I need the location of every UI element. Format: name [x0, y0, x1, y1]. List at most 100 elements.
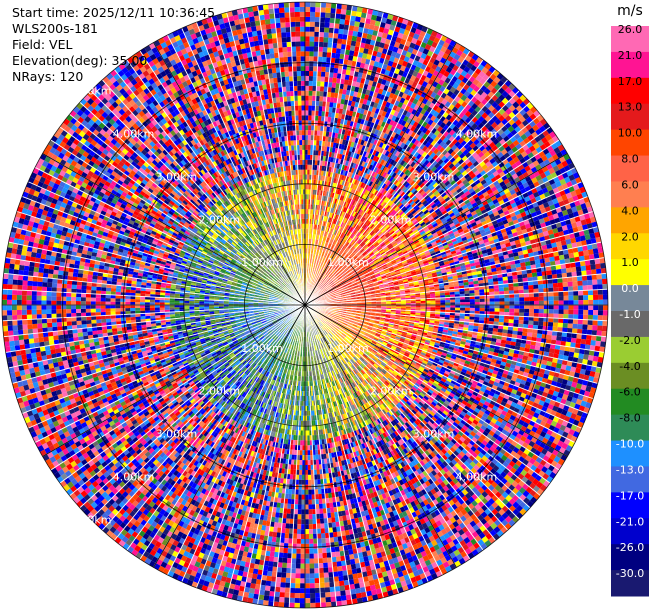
velocity-gate: [310, 219, 313, 225]
velocity-gate: [322, 56, 327, 63]
velocity-gate: [324, 27, 330, 33]
velocity-gate: [328, 166, 332, 173]
velocity-gate: [311, 248, 313, 254]
velocity-gate: [359, 22, 365, 28]
velocity-gate: [363, 23, 370, 29]
velocity-gate: [330, 8, 337, 14]
velocity-gate: [335, 8, 342, 15]
velocity-gate: [305, 71, 310, 76]
velocity-gate: [338, 88, 344, 94]
velocity-gate: [305, 6, 311, 12]
velocity-gate: [324, 71, 330, 78]
velocity-gate: [316, 76, 321, 82]
velocity-gate: [309, 21, 315, 27]
velocity-gate: [308, 115, 312, 121]
ray-separator: [304, 3, 338, 306]
velocity-gate: [317, 115, 322, 121]
velocity-gate: [338, 23, 345, 30]
velocity-gate: [308, 120, 312, 126]
velocity-gate: [356, 56, 363, 63]
velocity-gate: [310, 140, 314, 146]
velocity-gate: [315, 254, 318, 260]
velocity-gate: [305, 164, 308, 170]
velocity-gate: [320, 125, 324, 132]
velocity-gate: [345, 9, 352, 16]
velocity-gate: [330, 92, 335, 98]
velocity-gate: [327, 82, 333, 88]
velocity-gate: [313, 179, 316, 185]
velocity-gate: [305, 159, 308, 165]
velocity-gate: [339, 103, 345, 110]
velocity-gate: [318, 190, 322, 196]
velocity-gate: [320, 120, 325, 127]
velocity-gate: [324, 111, 329, 117]
velocity-gate: [305, 144, 308, 150]
velocity-gate: [328, 191, 332, 198]
velocity-gate: [346, 39, 352, 46]
velocity-gate: [329, 67, 335, 73]
velocity-gate: [316, 130, 321, 136]
velocity-gate: [314, 16, 321, 23]
velocity-gate: [311, 115, 315, 121]
velocity-gate: [311, 204, 314, 210]
velocity-gate: [309, 56, 314, 62]
velocity-gate: [350, 10, 357, 17]
velocity-gate: [307, 159, 311, 165]
velocity-gate: [349, 45, 356, 52]
velocity-gate: [311, 263, 313, 269]
velocity-gate: [324, 216, 328, 222]
velocity-gate: [308, 105, 312, 111]
velocity-gate: [342, 34, 348, 40]
velocity-gate: [315, 2, 321, 8]
velocity-gate: [315, 95, 320, 102]
velocity-gate: [310, 258, 312, 264]
velocity-gate: [305, 31, 310, 37]
velocity-gate: [549, 256, 555, 262]
velocity-gate: [313, 174, 317, 180]
velocity-gate: [316, 86, 321, 92]
velocity-gate: [347, 30, 354, 36]
velocity-gate: [354, 21, 360, 27]
velocity-gate: [316, 209, 319, 215]
velocity-gate: [314, 164, 318, 171]
velocity-gate: [322, 225, 325, 231]
velocity-gate: [310, 253, 313, 259]
velocity-gate: [339, 53, 345, 60]
velocity-gate: [366, 8, 374, 15]
velocity-gate: [327, 86, 332, 93]
velocity-gate: [305, 184, 308, 190]
velocity-gate: [324, 116, 329, 122]
velocity-gate: [311, 273, 313, 279]
velocity-gate: [339, 18, 346, 25]
velocity-gate: [310, 11, 316, 17]
velocity-gate: [312, 95, 316, 101]
velocity-gate: [355, 41, 361, 48]
velocity-gate: [353, 26, 360, 32]
velocity-gate: [314, 169, 317, 175]
velocity-gate: [305, 135, 308, 141]
velocity-gate: [305, 16, 311, 22]
velocity-gate: [314, 36, 320, 42]
velocity-gate: [337, 68, 343, 74]
velocity-gate: [315, 155, 319, 161]
velocity-gate: [319, 17, 326, 23]
velocity-gate: [309, 164, 313, 170]
velocity-gate: [305, 26, 310, 32]
velocity-gate: [554, 255, 560, 261]
velocity-gate: [347, 80, 353, 86]
velocity-gate: [354, 46, 360, 53]
velocity-gate: [310, 268, 313, 274]
velocity-gate: [324, 17, 331, 23]
velocity-gate: [319, 91, 324, 97]
velocity-gate: [323, 211, 327, 217]
velocity-gate: [309, 46, 315, 52]
velocity-gate: [350, 40, 357, 47]
velocity-gate: [326, 57, 331, 63]
velocity-gate: [330, 3, 337, 9]
velocity-gate: [308, 268, 311, 274]
velocity-gate: [337, 38, 343, 44]
velocity-gate: [502, 276, 508, 281]
velocity-gate: [312, 81, 317, 87]
velocity-gate: [323, 121, 328, 127]
velocity-gate: [315, 150, 319, 156]
